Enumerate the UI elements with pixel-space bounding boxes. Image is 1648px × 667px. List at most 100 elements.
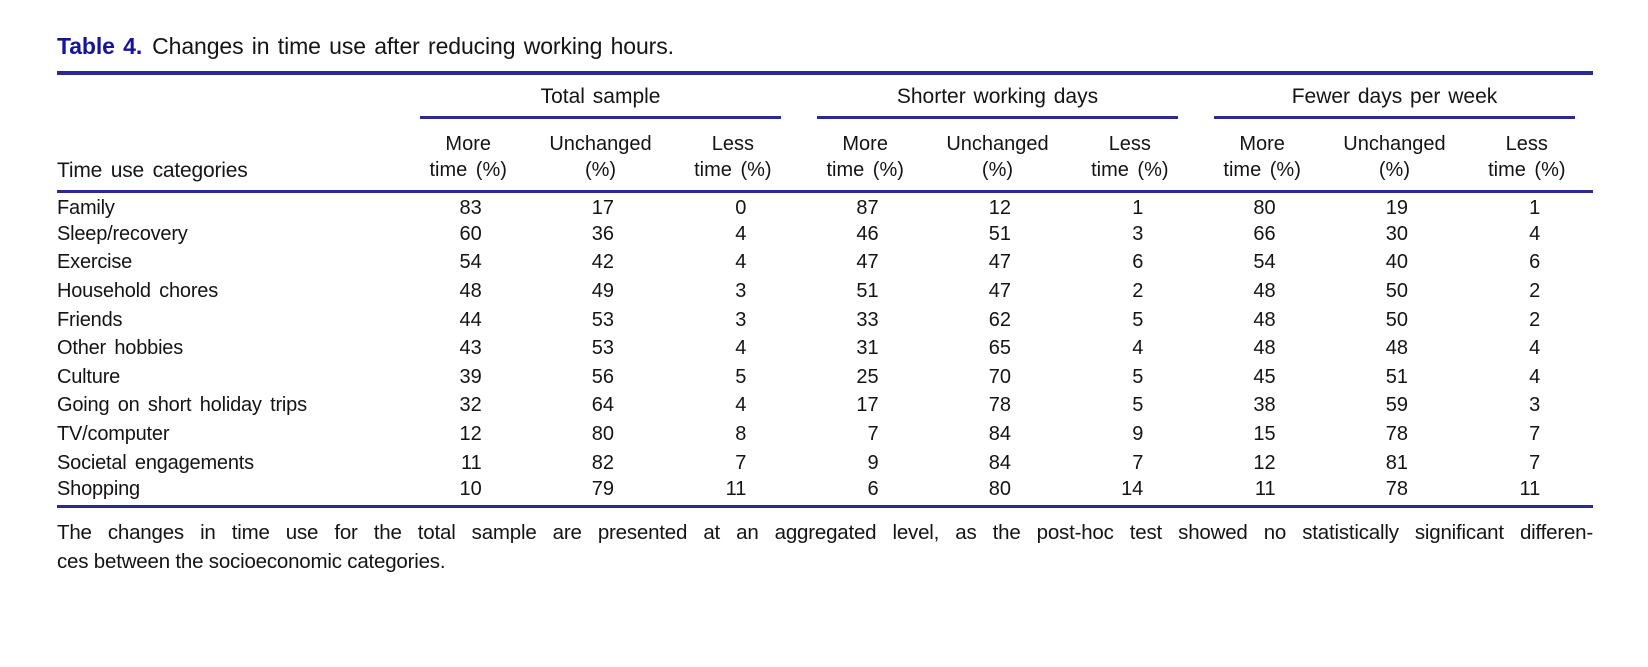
table-row: Shopping 10 79 11 6 80 14 11 78 11 bbox=[57, 477, 1593, 506]
cell-value: 10 bbox=[459, 477, 482, 500]
table-row: Sleep/recovery 60 36 4 46 51 3 66 30 4 bbox=[57, 220, 1593, 249]
table-number: Table 4. bbox=[57, 33, 143, 59]
cell-value: 6 bbox=[1132, 251, 1144, 274]
cell-value: 4 bbox=[1529, 337, 1541, 360]
cell-value: 50 bbox=[1385, 280, 1408, 303]
cell-value: 87 bbox=[856, 196, 879, 219]
cell-value: 7 bbox=[1132, 451, 1144, 474]
cell-value: 3 bbox=[735, 308, 747, 331]
cell-value: 11 bbox=[725, 477, 747, 500]
cell-value: 45 bbox=[1253, 365, 1276, 388]
col-header-more-time: More time (%) bbox=[402, 119, 535, 193]
cell-value: 39 bbox=[459, 365, 482, 388]
cell-value: 7 bbox=[867, 423, 879, 446]
cell-value: 8 bbox=[735, 423, 747, 446]
table-row: Culture 39 56 5 25 70 5 45 51 4 bbox=[57, 363, 1593, 392]
cell-value: 5 bbox=[1132, 394, 1144, 417]
col-header-less-time: Less time (%) bbox=[1460, 119, 1593, 193]
table-row: Going on short holiday trips 32 64 4 17 … bbox=[57, 392, 1593, 421]
cell-value: 9 bbox=[867, 451, 879, 474]
cell-value: 51 bbox=[988, 222, 1011, 245]
cell-value: 60 bbox=[459, 222, 482, 245]
group-header-shorter-working-days: Shorter working days bbox=[799, 73, 1196, 119]
cell-value: 66 bbox=[1253, 222, 1276, 245]
cell-value: 33 bbox=[856, 308, 879, 331]
cell-value: 12 bbox=[459, 423, 482, 446]
cell-value: 83 bbox=[459, 196, 482, 219]
cell-value: 48 bbox=[1253, 308, 1276, 331]
row-category: Other hobbies bbox=[57, 337, 184, 360]
cell-value: 4 bbox=[1132, 337, 1144, 360]
cell-value: 30 bbox=[1385, 222, 1408, 245]
cell-value: 17 bbox=[591, 196, 615, 219]
cell-value: 48 bbox=[1253, 337, 1276, 360]
cell-value: 7 bbox=[735, 451, 747, 474]
cell-value: 65 bbox=[988, 337, 1011, 360]
cell-value: 42 bbox=[591, 251, 615, 274]
cell-value: 4 bbox=[1529, 365, 1541, 388]
cell-value: 1 bbox=[1132, 196, 1144, 219]
cell-value: 36 bbox=[591, 222, 615, 245]
cell-value: 51 bbox=[856, 280, 879, 303]
cell-value: 0 bbox=[735, 196, 747, 219]
cell-value: 7 bbox=[1529, 423, 1541, 446]
cell-value: 47 bbox=[988, 251, 1011, 274]
col-header-more-time: More time (%) bbox=[1195, 119, 1329, 193]
cell-value: 78 bbox=[1385, 423, 1408, 446]
cell-value: 80 bbox=[988, 477, 1011, 500]
corner-cell bbox=[57, 73, 402, 119]
table-title: Changes in time use after reducing worki… bbox=[152, 33, 674, 59]
cell-value: 79 bbox=[591, 477, 615, 500]
col-header-unchanged: Unchanged (%) bbox=[931, 119, 1064, 193]
cell-value: 81 bbox=[1385, 451, 1408, 474]
table-row: Family 83 17 0 87 12 1 80 19 1 bbox=[57, 192, 1593, 221]
table-footnote: The changes in time use for the total sa… bbox=[57, 518, 1593, 576]
cell-value: 80 bbox=[1253, 196, 1276, 219]
cell-value: 78 bbox=[988, 394, 1011, 417]
cell-value: 62 bbox=[988, 308, 1011, 331]
row-category: Sleep/recovery bbox=[57, 222, 188, 245]
row-category: Family bbox=[57, 196, 115, 219]
table-row: Friends 44 53 3 33 62 5 48 50 2 bbox=[57, 306, 1593, 335]
col-header-more-time: More time (%) bbox=[799, 119, 932, 193]
footnote-line-2: ces between the socioeconomic categories… bbox=[57, 549, 446, 573]
cell-value: 51 bbox=[1385, 365, 1408, 388]
row-category: Household chores bbox=[57, 280, 219, 303]
table-row: Other hobbies 43 53 4 31 65 4 48 48 4 bbox=[57, 334, 1593, 363]
column-header-row: Time use categories More time (%) Unchang… bbox=[57, 119, 1593, 193]
cell-value: 19 bbox=[1385, 196, 1408, 219]
row-category: Exercise bbox=[57, 251, 133, 274]
cell-value: 15 bbox=[1253, 423, 1276, 446]
table-row: Exercise 54 42 4 47 47 6 54 40 6 bbox=[57, 249, 1593, 278]
footnote-line-1: The changes in time use for the total sa… bbox=[57, 520, 1593, 544]
cell-value: 2 bbox=[1132, 280, 1144, 303]
cell-value: 6 bbox=[867, 477, 879, 500]
group-label: Fewer days per week bbox=[1213, 84, 1575, 119]
cell-value: 32 bbox=[459, 394, 482, 417]
cell-value: 11 bbox=[1254, 477, 1276, 500]
cell-value: 14 bbox=[1121, 477, 1144, 500]
cell-value: 12 bbox=[988, 196, 1011, 219]
cell-value: 44 bbox=[459, 308, 482, 331]
time-use-table: Total sample Shorter working days Fewer … bbox=[57, 71, 1593, 508]
cell-value: 4 bbox=[735, 222, 747, 245]
cell-value: 78 bbox=[1385, 477, 1408, 500]
cell-value: 54 bbox=[1253, 251, 1276, 274]
cell-value: 6 bbox=[1529, 251, 1541, 274]
cell-value: 25 bbox=[856, 365, 879, 388]
col-header-unchanged: Unchanged (%) bbox=[534, 119, 667, 193]
cell-value: 49 bbox=[591, 280, 615, 303]
cell-value: 3 bbox=[1529, 394, 1541, 417]
cell-value: 5 bbox=[735, 365, 747, 388]
cell-value: 59 bbox=[1385, 394, 1408, 417]
table-caption: Table 4. Changes in time use after reduci… bbox=[57, 32, 1593, 60]
cell-value: 9 bbox=[1132, 423, 1144, 446]
cell-value: 4 bbox=[735, 394, 747, 417]
cell-value: 70 bbox=[988, 365, 1011, 388]
row-category: TV/computer bbox=[57, 423, 170, 446]
cell-value: 43 bbox=[459, 337, 482, 360]
cell-value: 50 bbox=[1385, 308, 1408, 331]
row-category: Friends bbox=[57, 308, 123, 331]
cell-value: 12 bbox=[1253, 451, 1276, 474]
